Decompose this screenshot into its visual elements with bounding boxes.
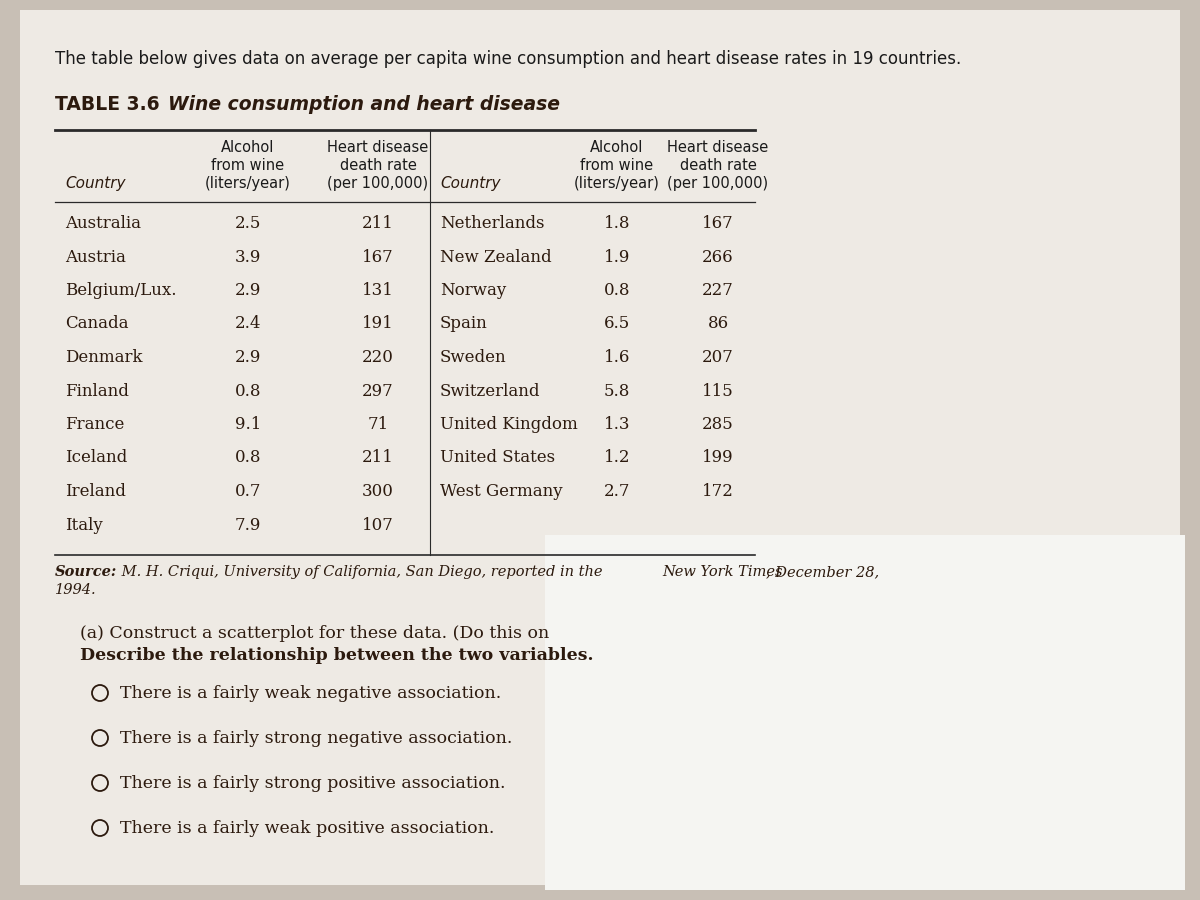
Text: There is a fairly weak positive association.: There is a fairly weak positive associat… xyxy=(120,820,494,837)
Text: Denmark: Denmark xyxy=(65,349,143,366)
Text: 1.2: 1.2 xyxy=(604,449,630,466)
Text: 1.9: 1.9 xyxy=(604,248,630,266)
Text: 0.8: 0.8 xyxy=(604,282,630,299)
Text: 1.6: 1.6 xyxy=(604,349,630,366)
Text: West Germany: West Germany xyxy=(440,483,563,500)
Text: Sweden: Sweden xyxy=(440,349,506,366)
Text: United States: United States xyxy=(440,449,556,466)
Text: Italy: Italy xyxy=(65,517,103,534)
Text: 167: 167 xyxy=(702,215,734,232)
Text: 1.8: 1.8 xyxy=(604,215,630,232)
Text: Finland: Finland xyxy=(65,382,128,400)
Text: There is a fairly weak negative association.: There is a fairly weak negative associat… xyxy=(120,685,502,702)
Text: TABLE 3.6: TABLE 3.6 xyxy=(55,95,160,114)
Text: 1994.: 1994. xyxy=(55,583,97,597)
Text: 2.5: 2.5 xyxy=(235,215,262,232)
Text: Alcohol: Alcohol xyxy=(590,140,643,155)
Text: 7.9: 7.9 xyxy=(235,517,262,534)
Text: There is a fairly strong positive association.: There is a fairly strong positive associ… xyxy=(120,775,505,792)
Text: 86: 86 xyxy=(708,316,728,332)
Text: (liters/year): (liters/year) xyxy=(205,176,290,191)
Text: Australia: Australia xyxy=(65,215,142,232)
Text: 2.9: 2.9 xyxy=(235,349,262,366)
Text: 131: 131 xyxy=(362,282,394,299)
Text: 207: 207 xyxy=(702,349,734,366)
Text: 167: 167 xyxy=(362,248,394,266)
Text: Canada: Canada xyxy=(65,316,128,332)
Text: 0.8: 0.8 xyxy=(235,449,262,466)
Text: Wine consumption and heart disease: Wine consumption and heart disease xyxy=(168,95,560,114)
Text: 0.8: 0.8 xyxy=(235,382,262,400)
Text: The table below gives data on average per capita wine consumption and heart dise: The table below gives data on average pe… xyxy=(55,50,961,68)
Text: 1.3: 1.3 xyxy=(604,416,630,433)
Text: 0.7: 0.7 xyxy=(235,483,262,500)
Text: Norway: Norway xyxy=(440,282,506,299)
Text: Describe the relationship between the two variables.: Describe the relationship between the tw… xyxy=(80,647,594,664)
Text: Spain: Spain xyxy=(440,316,487,332)
Text: 199: 199 xyxy=(702,449,734,466)
Text: Iceland: Iceland xyxy=(65,449,127,466)
Bar xyxy=(545,535,1186,890)
Text: Switzerland: Switzerland xyxy=(440,382,540,400)
Text: 227: 227 xyxy=(702,282,734,299)
Text: Belgium/Lux.: Belgium/Lux. xyxy=(65,282,176,299)
Text: 107: 107 xyxy=(362,517,394,534)
Text: Heart disease: Heart disease xyxy=(667,140,769,155)
Text: France: France xyxy=(65,416,125,433)
Text: 172: 172 xyxy=(702,483,734,500)
Text: (per 100,000): (per 100,000) xyxy=(667,176,768,191)
Text: 220: 220 xyxy=(362,349,394,366)
Text: 211: 211 xyxy=(362,449,394,466)
Text: 115: 115 xyxy=(702,382,734,400)
Text: Netherlands: Netherlands xyxy=(440,215,545,232)
Text: Heart disease: Heart disease xyxy=(328,140,428,155)
Text: M. H. Criqui, University of California, San Diego, reported in the: M. H. Criqui, University of California, … xyxy=(118,565,607,579)
Text: 297: 297 xyxy=(362,382,394,400)
Text: 300: 300 xyxy=(362,483,394,500)
Text: 2.7: 2.7 xyxy=(604,483,630,500)
Text: 9.1: 9.1 xyxy=(235,416,262,433)
Text: 285: 285 xyxy=(702,416,734,433)
Text: 5.8: 5.8 xyxy=(604,382,630,400)
Text: , December 28,: , December 28, xyxy=(766,565,880,579)
Text: (a) Construct a scatterplot for these data. (Do this on: (a) Construct a scatterplot for these da… xyxy=(80,625,550,642)
Text: Ireland: Ireland xyxy=(65,483,126,500)
Text: Alcohol: Alcohol xyxy=(221,140,275,155)
Text: 71: 71 xyxy=(367,416,389,433)
Text: Country: Country xyxy=(440,176,500,191)
Text: 2.9: 2.9 xyxy=(235,282,262,299)
Text: death rate: death rate xyxy=(679,158,756,173)
Text: from wine: from wine xyxy=(211,158,284,173)
Text: (liters/year): (liters/year) xyxy=(574,176,660,191)
Text: from wine: from wine xyxy=(581,158,654,173)
Text: (per 100,000): (per 100,000) xyxy=(328,176,428,191)
Text: death rate: death rate xyxy=(340,158,416,173)
Text: Country: Country xyxy=(65,176,126,191)
Text: Source:: Source: xyxy=(55,565,118,579)
Text: 2.4: 2.4 xyxy=(235,316,262,332)
Text: 266: 266 xyxy=(702,248,734,266)
Text: New York Times: New York Times xyxy=(662,565,782,579)
Text: New Zealand: New Zealand xyxy=(440,248,552,266)
Text: 211: 211 xyxy=(362,215,394,232)
Text: United Kingdom: United Kingdom xyxy=(440,416,577,433)
Text: 6.5: 6.5 xyxy=(604,316,630,332)
Text: 3.9: 3.9 xyxy=(235,248,262,266)
Text: Austria: Austria xyxy=(65,248,126,266)
Text: 191: 191 xyxy=(362,316,394,332)
Text: There is a fairly strong negative association.: There is a fairly strong negative associ… xyxy=(120,730,512,747)
